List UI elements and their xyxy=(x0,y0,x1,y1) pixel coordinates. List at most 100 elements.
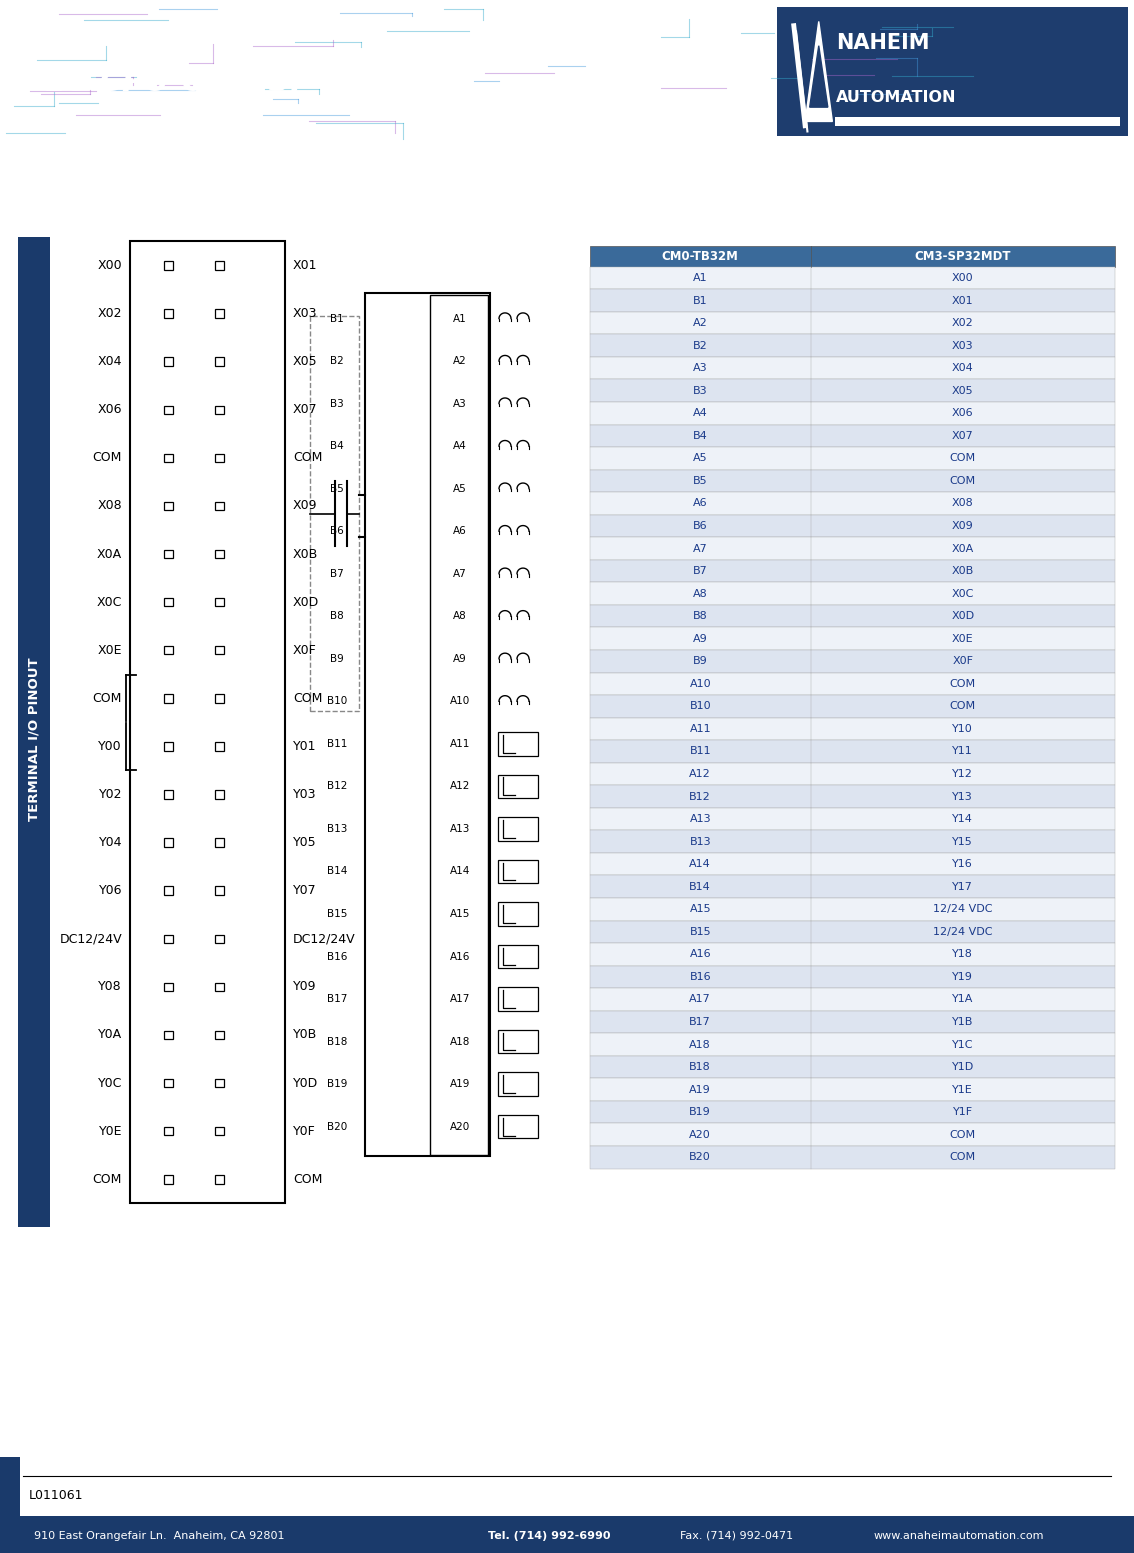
Text: A2: A2 xyxy=(693,318,708,328)
Text: B17: B17 xyxy=(689,1017,711,1027)
Text: A3: A3 xyxy=(454,399,467,408)
Text: A17: A17 xyxy=(450,994,471,1005)
Text: Tel. (714) 992-6990: Tel. (714) 992-6990 xyxy=(488,1531,610,1541)
Text: B4: B4 xyxy=(330,441,344,450)
Text: B5: B5 xyxy=(330,483,344,494)
Text: B12: B12 xyxy=(689,792,711,801)
Text: Y1A: Y1A xyxy=(953,994,973,1005)
Text: X0B: X0B xyxy=(951,567,974,576)
Text: A18: A18 xyxy=(689,1039,711,1050)
Bar xyxy=(590,696,1115,717)
Text: A6: A6 xyxy=(693,499,708,508)
Bar xyxy=(590,582,1115,606)
Bar xyxy=(590,651,1115,672)
Text: A19: A19 xyxy=(689,1084,711,1095)
Bar xyxy=(590,876,1115,898)
Text: COM: COM xyxy=(949,679,976,690)
Text: NAHEIM: NAHEIM xyxy=(836,33,929,53)
Bar xyxy=(164,839,174,846)
Text: A3: A3 xyxy=(693,363,708,373)
Text: B9: B9 xyxy=(330,654,344,663)
Text: B10: B10 xyxy=(327,696,347,707)
Text: A20: A20 xyxy=(689,1129,711,1140)
Text: B1: B1 xyxy=(330,314,344,323)
Text: DC12/24V: DC12/24V xyxy=(59,932,122,946)
Bar xyxy=(215,405,225,415)
Bar xyxy=(164,1127,174,1135)
Text: X04: X04 xyxy=(98,356,122,368)
Text: A1: A1 xyxy=(454,314,467,323)
Bar xyxy=(215,1176,225,1183)
Text: A13: A13 xyxy=(450,825,471,834)
Text: COM: COM xyxy=(949,1129,976,1140)
Text: CM0-TB32M: CM0-TB32M xyxy=(662,250,738,262)
Text: X03: X03 xyxy=(293,307,318,320)
Text: X08: X08 xyxy=(98,500,122,512)
Text: COM: COM xyxy=(293,452,322,464)
Text: X02: X02 xyxy=(98,307,122,320)
Text: B3: B3 xyxy=(330,399,344,408)
Bar xyxy=(590,1146,1115,1168)
Bar xyxy=(590,424,1115,447)
Text: Fax. (714) 992-0471: Fax. (714) 992-0471 xyxy=(680,1531,794,1541)
Text: Y05: Y05 xyxy=(293,836,316,849)
Bar xyxy=(164,1176,174,1183)
Text: Y1F: Y1F xyxy=(953,1107,973,1117)
Bar xyxy=(215,983,225,991)
Text: Y07: Y07 xyxy=(293,884,316,898)
Bar xyxy=(590,606,1115,627)
Text: B7: B7 xyxy=(330,568,344,579)
Text: COM: COM xyxy=(93,691,122,705)
Text: Y09: Y09 xyxy=(293,980,316,994)
Text: COM: COM xyxy=(293,691,322,705)
Bar xyxy=(215,309,225,318)
Bar xyxy=(498,1030,538,1053)
Text: B10: B10 xyxy=(689,702,711,711)
Text: Y17: Y17 xyxy=(953,882,973,891)
Text: X06: X06 xyxy=(951,408,974,418)
Text: X0A: X0A xyxy=(951,544,974,553)
Bar xyxy=(164,742,174,750)
Text: B7: B7 xyxy=(693,567,708,576)
Bar xyxy=(215,261,225,270)
Bar xyxy=(130,241,285,1204)
Bar xyxy=(590,447,1115,469)
Text: A10: A10 xyxy=(450,696,471,707)
Text: A1: A1 xyxy=(693,273,708,283)
Bar xyxy=(164,405,174,415)
Text: B19: B19 xyxy=(689,1107,711,1117)
Bar xyxy=(590,717,1115,741)
Text: A8: A8 xyxy=(693,589,708,598)
Text: B18: B18 xyxy=(689,1062,711,1072)
Bar xyxy=(498,902,538,926)
Text: X0F: X0F xyxy=(953,657,973,666)
Text: A5: A5 xyxy=(454,483,467,494)
Bar xyxy=(590,966,1115,988)
Bar xyxy=(498,775,538,798)
Text: X08: X08 xyxy=(951,499,974,508)
Bar xyxy=(590,1101,1115,1123)
Bar xyxy=(164,1031,174,1039)
Text: X03: X03 xyxy=(951,340,974,351)
Text: DC12/24V: DC12/24V xyxy=(293,932,356,946)
Bar xyxy=(215,598,225,606)
Text: Y13: Y13 xyxy=(953,792,973,801)
Text: AUTOMATION: AUTOMATION xyxy=(836,90,956,104)
Bar xyxy=(590,853,1115,876)
Bar xyxy=(590,1011,1115,1033)
Text: L011061: L011061 xyxy=(28,1489,83,1502)
Text: B20: B20 xyxy=(327,1121,347,1132)
Text: Y0B: Y0B xyxy=(293,1028,318,1042)
Bar xyxy=(835,116,1120,126)
Polygon shape xyxy=(810,45,828,107)
Bar xyxy=(590,334,1115,357)
Bar xyxy=(590,537,1115,559)
Text: 12/24 VDC: 12/24 VDC xyxy=(933,904,992,915)
Text: Y19: Y19 xyxy=(953,972,973,981)
Bar xyxy=(164,550,174,558)
Bar xyxy=(590,921,1115,943)
Text: X0C: X0C xyxy=(96,596,122,609)
Bar xyxy=(215,1127,225,1135)
Text: Y1E: Y1E xyxy=(953,1084,973,1095)
Polygon shape xyxy=(805,22,832,121)
